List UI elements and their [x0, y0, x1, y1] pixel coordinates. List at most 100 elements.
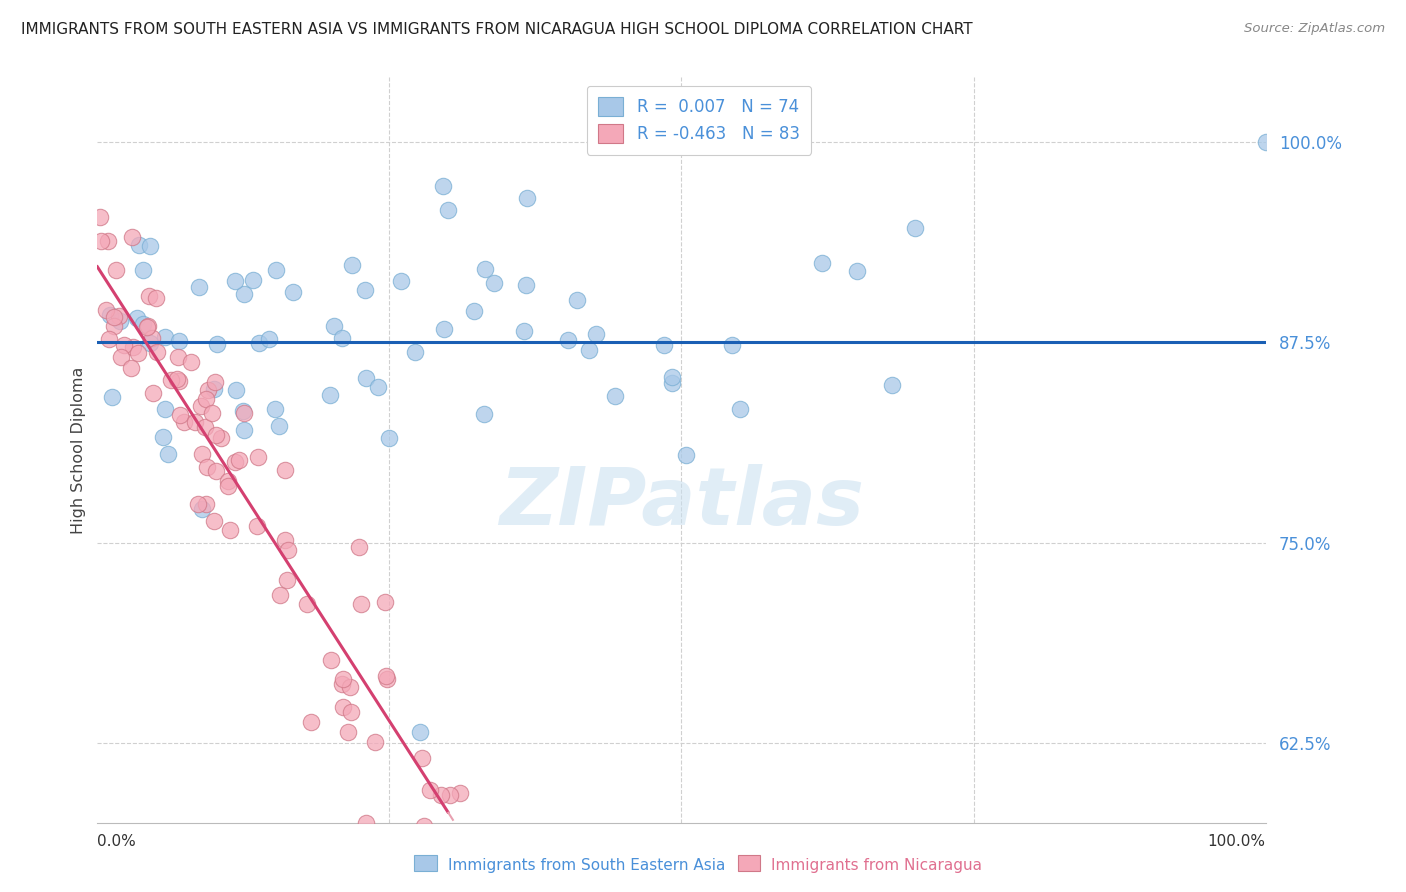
Point [127, 346, 149, 360]
Point [96, 303, 118, 318]
Point [281, 285, 304, 300]
Point [585, 326, 607, 341]
Point [98, 308, 121, 322]
Point [330, 331, 353, 345]
Text: Immigrants from Nicaragua: Immigrants from Nicaragua [772, 858, 983, 873]
Point [225, 383, 247, 397]
Point [218, 524, 240, 538]
Point [247, 335, 270, 350]
Point [661, 370, 683, 384]
Point [377, 431, 399, 445]
Point [482, 276, 505, 290]
Point [169, 409, 191, 423]
Point [274, 533, 297, 547]
Text: Immigrants from South Eastern Asia: Immigrants from South Eastern Asia [449, 858, 725, 873]
Point [337, 724, 360, 739]
Point [136, 318, 159, 333]
Point [675, 448, 697, 462]
Point [349, 540, 371, 554]
Point [463, 303, 485, 318]
Point [652, 338, 675, 352]
Point [354, 283, 377, 297]
Point [375, 673, 398, 687]
Point [97, 234, 120, 248]
Point [340, 705, 363, 719]
Point [578, 343, 600, 358]
Point [112, 337, 135, 351]
Point [152, 429, 174, 443]
Point [350, 597, 373, 611]
Point [166, 372, 188, 386]
Point [264, 263, 287, 277]
Point [460, 840, 482, 855]
Point [121, 230, 143, 244]
Point [904, 221, 927, 235]
Point [103, 310, 125, 325]
Point [217, 478, 239, 492]
Point [89, 210, 111, 224]
Text: Source: ZipAtlas.com: Source: ZipAtlas.com [1244, 22, 1385, 36]
Point [432, 178, 454, 193]
Point [332, 672, 354, 686]
Point [153, 401, 176, 416]
Point [515, 277, 537, 292]
Point [200, 406, 222, 420]
Point [139, 336, 162, 351]
Point [264, 401, 287, 416]
Point [433, 321, 456, 335]
Point [204, 376, 226, 390]
Point [160, 373, 183, 387]
Point [247, 450, 270, 464]
Point [146, 344, 169, 359]
Point [233, 423, 256, 437]
Point [267, 418, 290, 433]
Point [319, 387, 342, 401]
Point [364, 735, 387, 749]
Point [145, 292, 167, 306]
Point [127, 311, 149, 326]
Point [141, 331, 163, 345]
Point [167, 374, 190, 388]
Point [157, 447, 180, 461]
Point [132, 318, 155, 332]
Point [202, 514, 225, 528]
Point [437, 203, 460, 218]
Point [232, 404, 254, 418]
Point [122, 340, 145, 354]
Point [323, 319, 346, 334]
Point [120, 360, 142, 375]
Point [449, 786, 471, 800]
Point [242, 273, 264, 287]
Point [567, 293, 589, 307]
Point [138, 289, 160, 303]
Point [128, 237, 150, 252]
Point [374, 595, 396, 609]
Point [108, 314, 131, 328]
Point [104, 263, 127, 277]
Point [217, 474, 239, 488]
Point [354, 371, 377, 385]
Point [195, 392, 218, 407]
Point [411, 750, 433, 764]
Point [354, 816, 377, 830]
Point [408, 725, 430, 739]
Point [100, 390, 122, 404]
Point [299, 714, 322, 729]
Point [295, 597, 318, 611]
Point [139, 239, 162, 253]
Point [97, 332, 120, 346]
Legend: R =  0.007   N = 74, R = -0.463   N = 83: R = 0.007 N = 74, R = -0.463 N = 83 [586, 86, 811, 155]
Point [375, 669, 398, 683]
Text: 0.0%: 0.0% [97, 834, 136, 849]
Point [516, 190, 538, 204]
Point [472, 407, 495, 421]
Point [430, 788, 453, 802]
Point [184, 415, 207, 429]
Point [721, 337, 744, 351]
Point [269, 588, 291, 602]
Point [202, 382, 225, 396]
Point [204, 464, 226, 478]
Point [197, 383, 219, 397]
Point [195, 460, 218, 475]
Point [132, 262, 155, 277]
